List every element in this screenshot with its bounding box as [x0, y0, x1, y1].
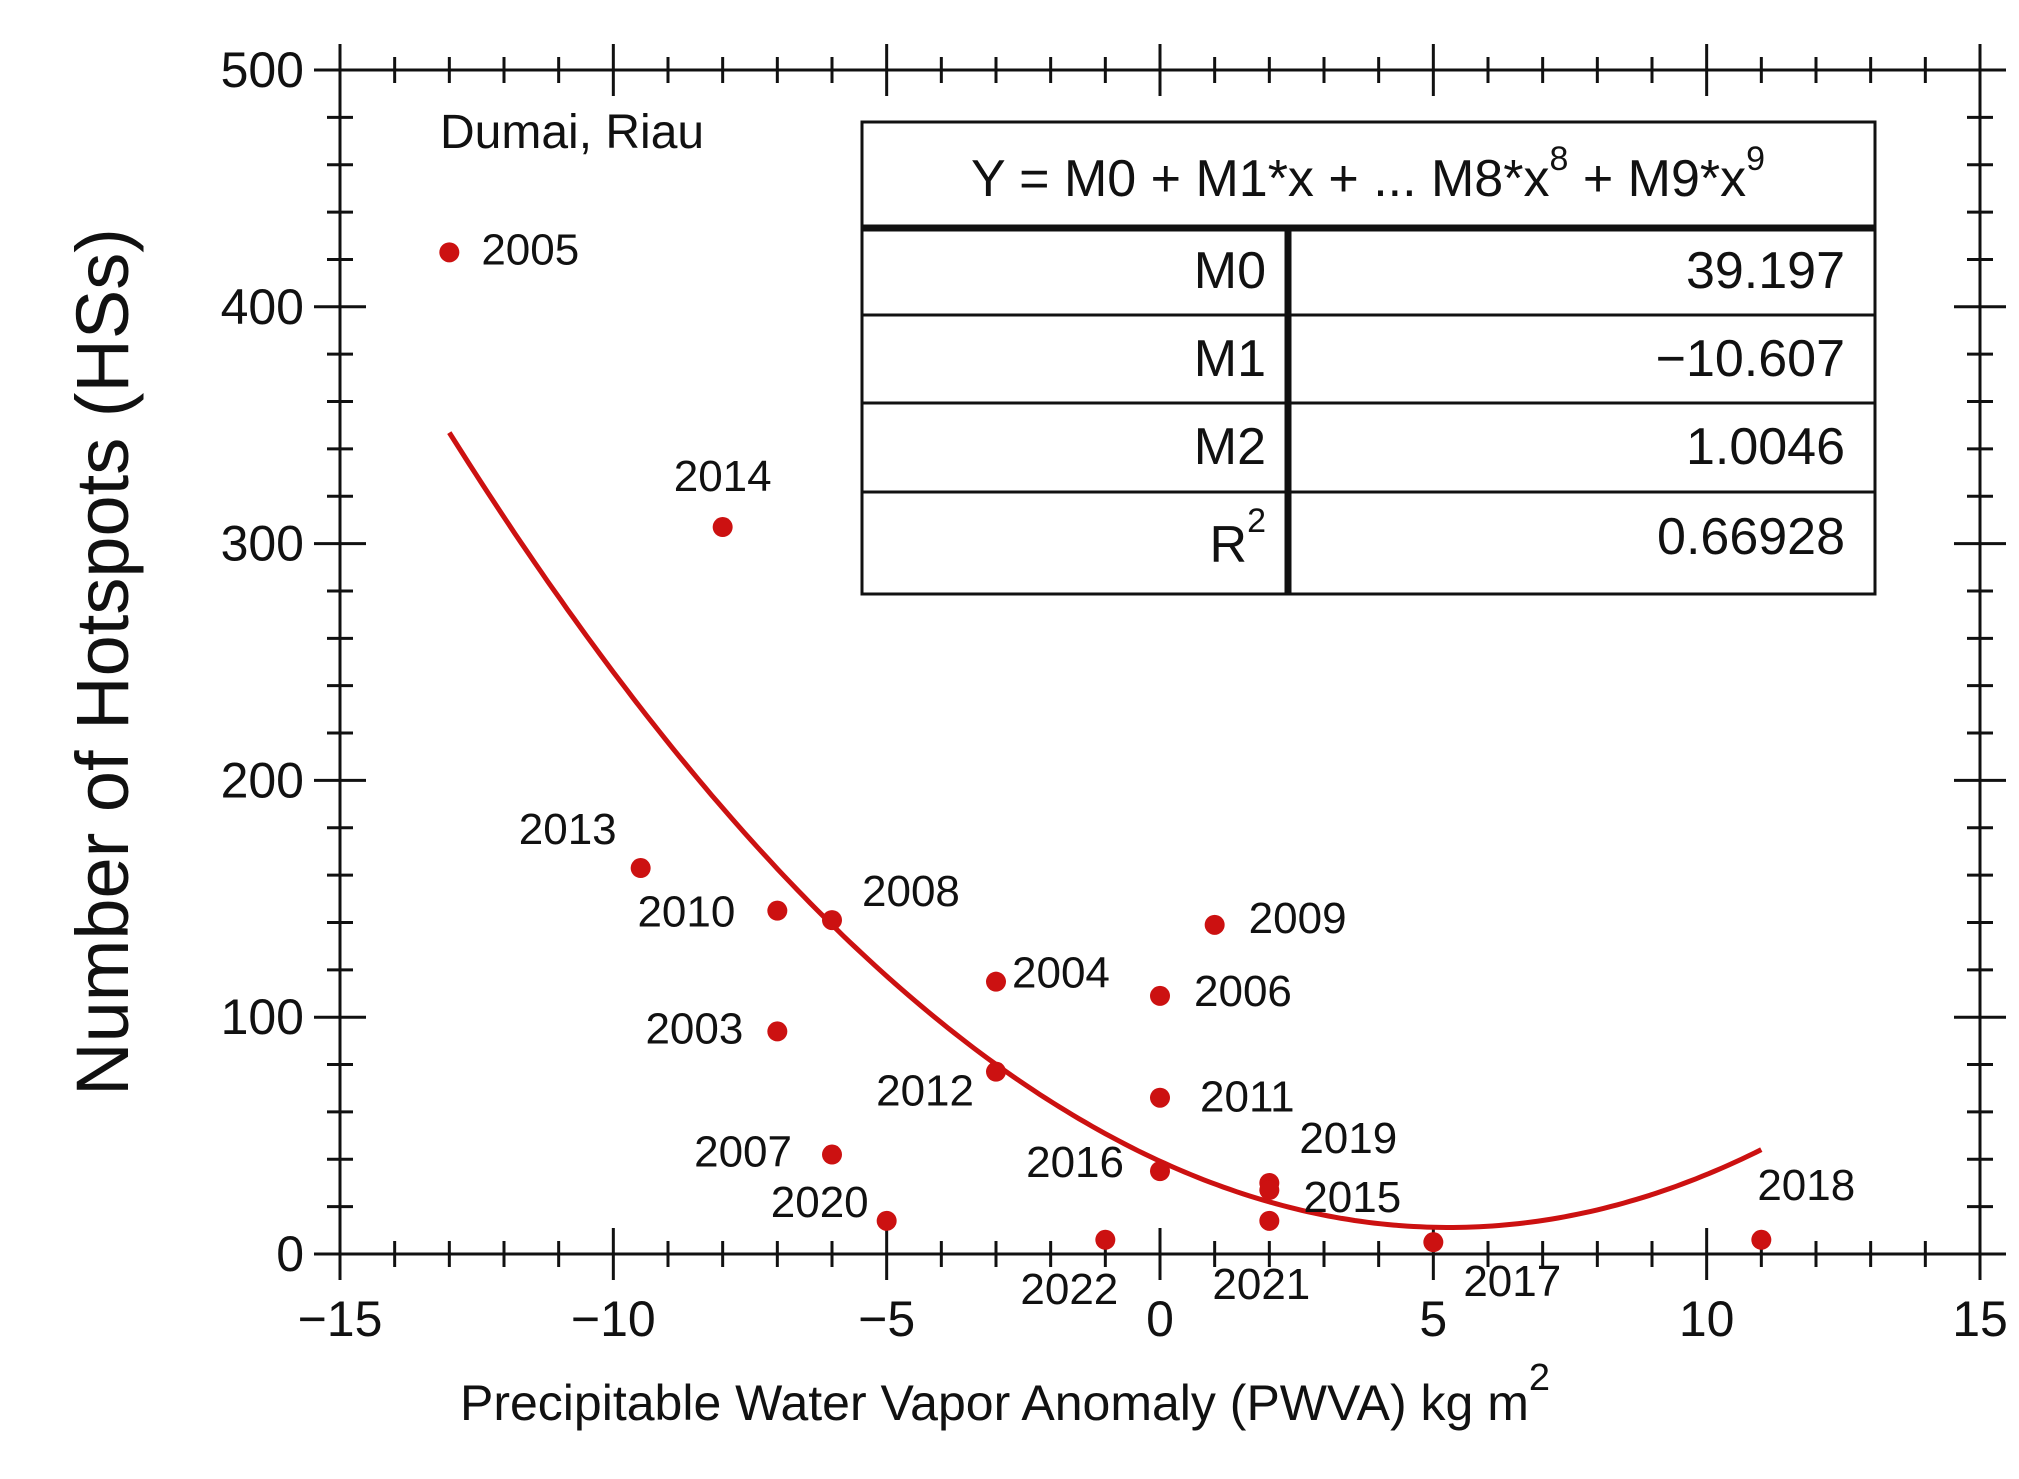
y-tick-label: 200: [221, 752, 304, 808]
table-row-name-r-sup: 2: [1247, 502, 1266, 540]
location-label: Dumai, Riau: [440, 106, 704, 159]
data-point-2009: [1204, 914, 1225, 935]
table-row-value-r2: 0.66928: [1657, 508, 1845, 566]
data-point-2003: [767, 1021, 788, 1042]
point-label-2022: 2022: [1020, 1265, 1118, 1314]
data-point-2021: [1259, 1210, 1280, 1231]
fit-curve: [447, 431, 1763, 1230]
y-tick-label: 0: [276, 1226, 304, 1282]
point-label-2019: 2019: [1299, 1114, 1397, 1163]
data-point-2016: [1150, 1161, 1170, 1182]
axis-ticks: [314, 44, 2006, 1280]
data-point-2013: [630, 858, 651, 879]
point-label-2017: 2017: [1463, 1257, 1561, 1306]
point-label-2020: 2020: [771, 1178, 869, 1227]
point-label-2007: 2007: [694, 1128, 792, 1177]
x-tick-label: −10: [571, 1291, 656, 1347]
point-label-2014: 2014: [674, 452, 772, 501]
data-point-2020: [876, 1210, 897, 1231]
data-point-2012: [986, 1061, 1006, 1082]
x-tick-label: −15: [298, 1291, 383, 1347]
point-label-2004: 2004: [1012, 949, 1110, 998]
data-point-2015: [1259, 1180, 1280, 1201]
y-tick-label: 300: [221, 516, 304, 572]
point-label-2018: 2018: [1757, 1161, 1855, 1210]
point-label-2003: 2003: [645, 1004, 743, 1053]
point-label-2006: 2006: [1194, 967, 1292, 1016]
x-tick-label: 5: [1419, 1291, 1447, 1347]
table-row-name-m0: M0: [1194, 242, 1266, 300]
data-point-2010: [767, 900, 788, 921]
data-points: [439, 242, 1772, 1253]
table-header-part1: Y = M0 + M1*x + ... M8*x: [971, 150, 1550, 208]
x-tick-label: 10: [1679, 1291, 1735, 1347]
data-point-2022: [1095, 1229, 1116, 1250]
x-tick-label: −5: [858, 1291, 915, 1347]
data-point-2004: [986, 971, 1006, 992]
table-border: [860, 120, 1877, 596]
x-tick-label: 0: [1146, 1291, 1174, 1347]
table-header-exp1: 8: [1549, 140, 1568, 178]
data-point-2018: [1751, 1229, 1772, 1250]
table-header-equation: Y = M0 + M1*x + ... M8*x8 + M9*x9: [971, 140, 1765, 208]
data-point-2017: [1423, 1232, 1444, 1253]
table-row-value-m2: 1.0046: [1686, 418, 1845, 476]
data-point-2006: [1150, 985, 1170, 1006]
coefficient-table: Y = M0 + M1*x + ... M8*x8 + M9*x9 M0 39.…: [860, 120, 1877, 596]
point-label-2021: 2021: [1212, 1260, 1310, 1309]
table-header-part2: + M9*x: [1568, 150, 1746, 208]
point-label-2011: 2011: [1200, 1073, 1295, 1122]
table-row-name-r: R: [1210, 516, 1248, 574]
y-tick-label: 500: [221, 42, 304, 98]
point-labels: 2005 2014 2013 2010 2008 2009 2004 2006 2003 2012…: [481, 225, 1855, 1313]
data-point-2005: [439, 242, 460, 263]
point-label-2013: 2013: [519, 805, 617, 854]
table-row-value-m1: −10.607: [1656, 330, 1845, 388]
data-point-2014: [712, 517, 733, 538]
point-label-2005: 2005: [481, 225, 579, 274]
point-label-2010: 2010: [637, 888, 735, 937]
point-label-2008: 2008: [862, 867, 960, 916]
x-axis-title-sup: 2: [1529, 1357, 1550, 1399]
table-header-exp2: 9: [1746, 140, 1765, 178]
table-row-value-m0: 39.197: [1686, 242, 1845, 300]
data-point-2011: [1150, 1087, 1170, 1108]
data-point-2007: [822, 1144, 842, 1165]
data-point-2008: [822, 910, 842, 931]
y-tick-labels: 0 100 200 300 400 500: [221, 42, 304, 1282]
table-row-name-m2: M2: [1194, 418, 1266, 476]
x-axis-title: Precipitable Water Vapor Anomaly (PWVA) …: [460, 1357, 1550, 1431]
x-axis-title-main: Precipitable Water Vapor Anomaly (PWVA) …: [460, 1375, 1529, 1431]
x-tick-labels: −15 −10 −5 0 5 10 15: [298, 1291, 2008, 1347]
point-label-2015: 2015: [1303, 1173, 1401, 1222]
y-tick-label: 100: [221, 989, 304, 1045]
y-axis-title: Number of Hotspots (HSs): [61, 228, 144, 1096]
table-row-name-r2: R2: [1210, 502, 1266, 574]
table-row-name-m1: M1: [1194, 330, 1266, 388]
point-label-2012: 2012: [876, 1067, 974, 1116]
point-label-2009: 2009: [1249, 894, 1347, 943]
point-label-2016: 2016: [1026, 1138, 1124, 1187]
x-tick-label: 15: [1952, 1291, 2008, 1347]
y-tick-label: 400: [221, 279, 304, 335]
